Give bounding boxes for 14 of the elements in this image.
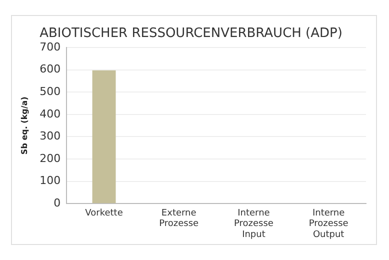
y-tick-label: 100 bbox=[40, 174, 61, 188]
y-tick-label: 700 bbox=[40, 40, 61, 54]
x-tick-label: Interne Prozesse Input bbox=[234, 208, 274, 240]
chart-title: ABIOTISCHER RESSOURCENVERBRAUCH (ADP) bbox=[40, 26, 342, 42]
y-tick-label: 300 bbox=[40, 130, 61, 143]
y-axis-title: Sb eq. (kg/a) bbox=[20, 96, 29, 155]
x-tick-label: Interne Prozesse Output bbox=[308, 208, 349, 240]
y-tick-label: 0 bbox=[54, 196, 61, 210]
y-tick-label: 200 bbox=[40, 152, 61, 165]
x-tick-label: Vorkette bbox=[85, 208, 124, 218]
y-tick-label: 500 bbox=[40, 85, 61, 98]
y-tick-label: 400 bbox=[40, 107, 61, 120]
y-tick-label: 600 bbox=[40, 62, 61, 76]
x-tick-label: Externe Prozesse bbox=[159, 208, 200, 230]
